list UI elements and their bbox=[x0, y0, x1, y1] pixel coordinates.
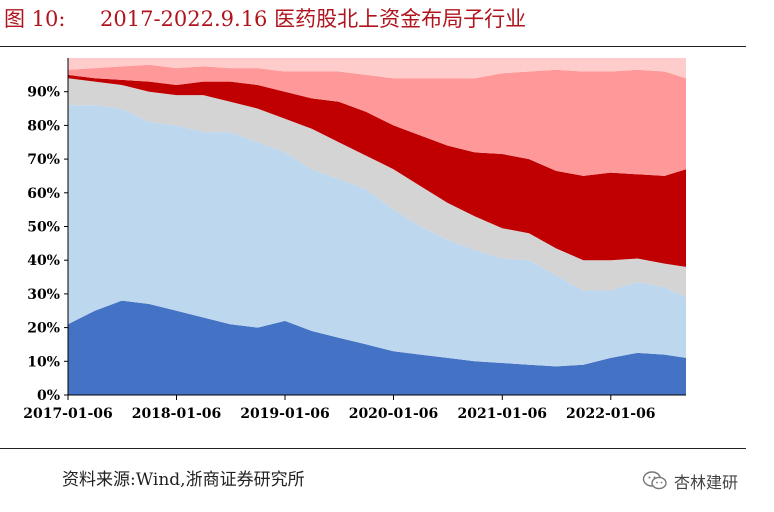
axes-group bbox=[64, 58, 686, 400]
figure-title: 图 10: 2017-2022.9.16 医药股北上资金布局子行业 bbox=[4, 2, 526, 36]
y-tick-label: 10% bbox=[27, 354, 60, 370]
y-tick-label: 50% bbox=[27, 220, 60, 236]
y-tick-label: 90% bbox=[27, 85, 60, 101]
x-tick-label: 2019-01-06 bbox=[240, 406, 330, 422]
area-series-5 bbox=[68, 64, 686, 176]
area-series-6 bbox=[68, 58, 686, 79]
y-tick-label: 30% bbox=[27, 287, 60, 303]
stacked-area-chart: 0% 10% 20% 30% 40% 50% 60% 70% 80% 90% 2017-01-06… bbox=[23, 58, 686, 422]
watermark-text: 杏林建研 bbox=[674, 473, 739, 492]
y-tick-label: 0% bbox=[37, 388, 60, 404]
x-tick-label: 2020-01-06 bbox=[349, 406, 439, 422]
y-tick-label: 70% bbox=[27, 152, 60, 168]
y-tick-label: 40% bbox=[27, 253, 60, 269]
x-tick-label: 2017-01-06 bbox=[23, 406, 113, 422]
figure-title-text: 2017-2022.9.16 医药股北上资金布局子行业 bbox=[100, 7, 527, 31]
area-series-4 bbox=[68, 74, 686, 267]
y-tick-labels: 0% 10% 20% 30% 40% 50% 60% 70% 80% 90% bbox=[27, 85, 60, 404]
x-tick-labels: 2017-01-06 2018-01-06 2019-01-06 2020-01-06… bbox=[23, 406, 655, 422]
footer-divider bbox=[0, 448, 746, 449]
x-tick-label: 2021-01-06 bbox=[458, 406, 548, 422]
x-tick-label: 2018-01-06 bbox=[132, 406, 222, 422]
area-series-3 bbox=[68, 78, 686, 298]
wechat-icon bbox=[642, 471, 667, 490]
area-series-1 bbox=[68, 300, 686, 395]
area-series-2 bbox=[68, 105, 686, 367]
y-tick-label: 60% bbox=[27, 186, 60, 202]
y-tick-label: 20% bbox=[27, 321, 60, 337]
x-tick-label: 2022-01-06 bbox=[566, 406, 656, 422]
y-tick-label: 80% bbox=[27, 118, 60, 134]
area-series-group bbox=[68, 58, 686, 395]
wechat-watermark: 杏林建研 bbox=[642, 466, 738, 496]
source-note: 资料来源:Wind,浙商证券研究所 bbox=[62, 470, 305, 490]
title-divider bbox=[0, 46, 746, 47]
figure-number: 图 10: bbox=[4, 7, 66, 31]
